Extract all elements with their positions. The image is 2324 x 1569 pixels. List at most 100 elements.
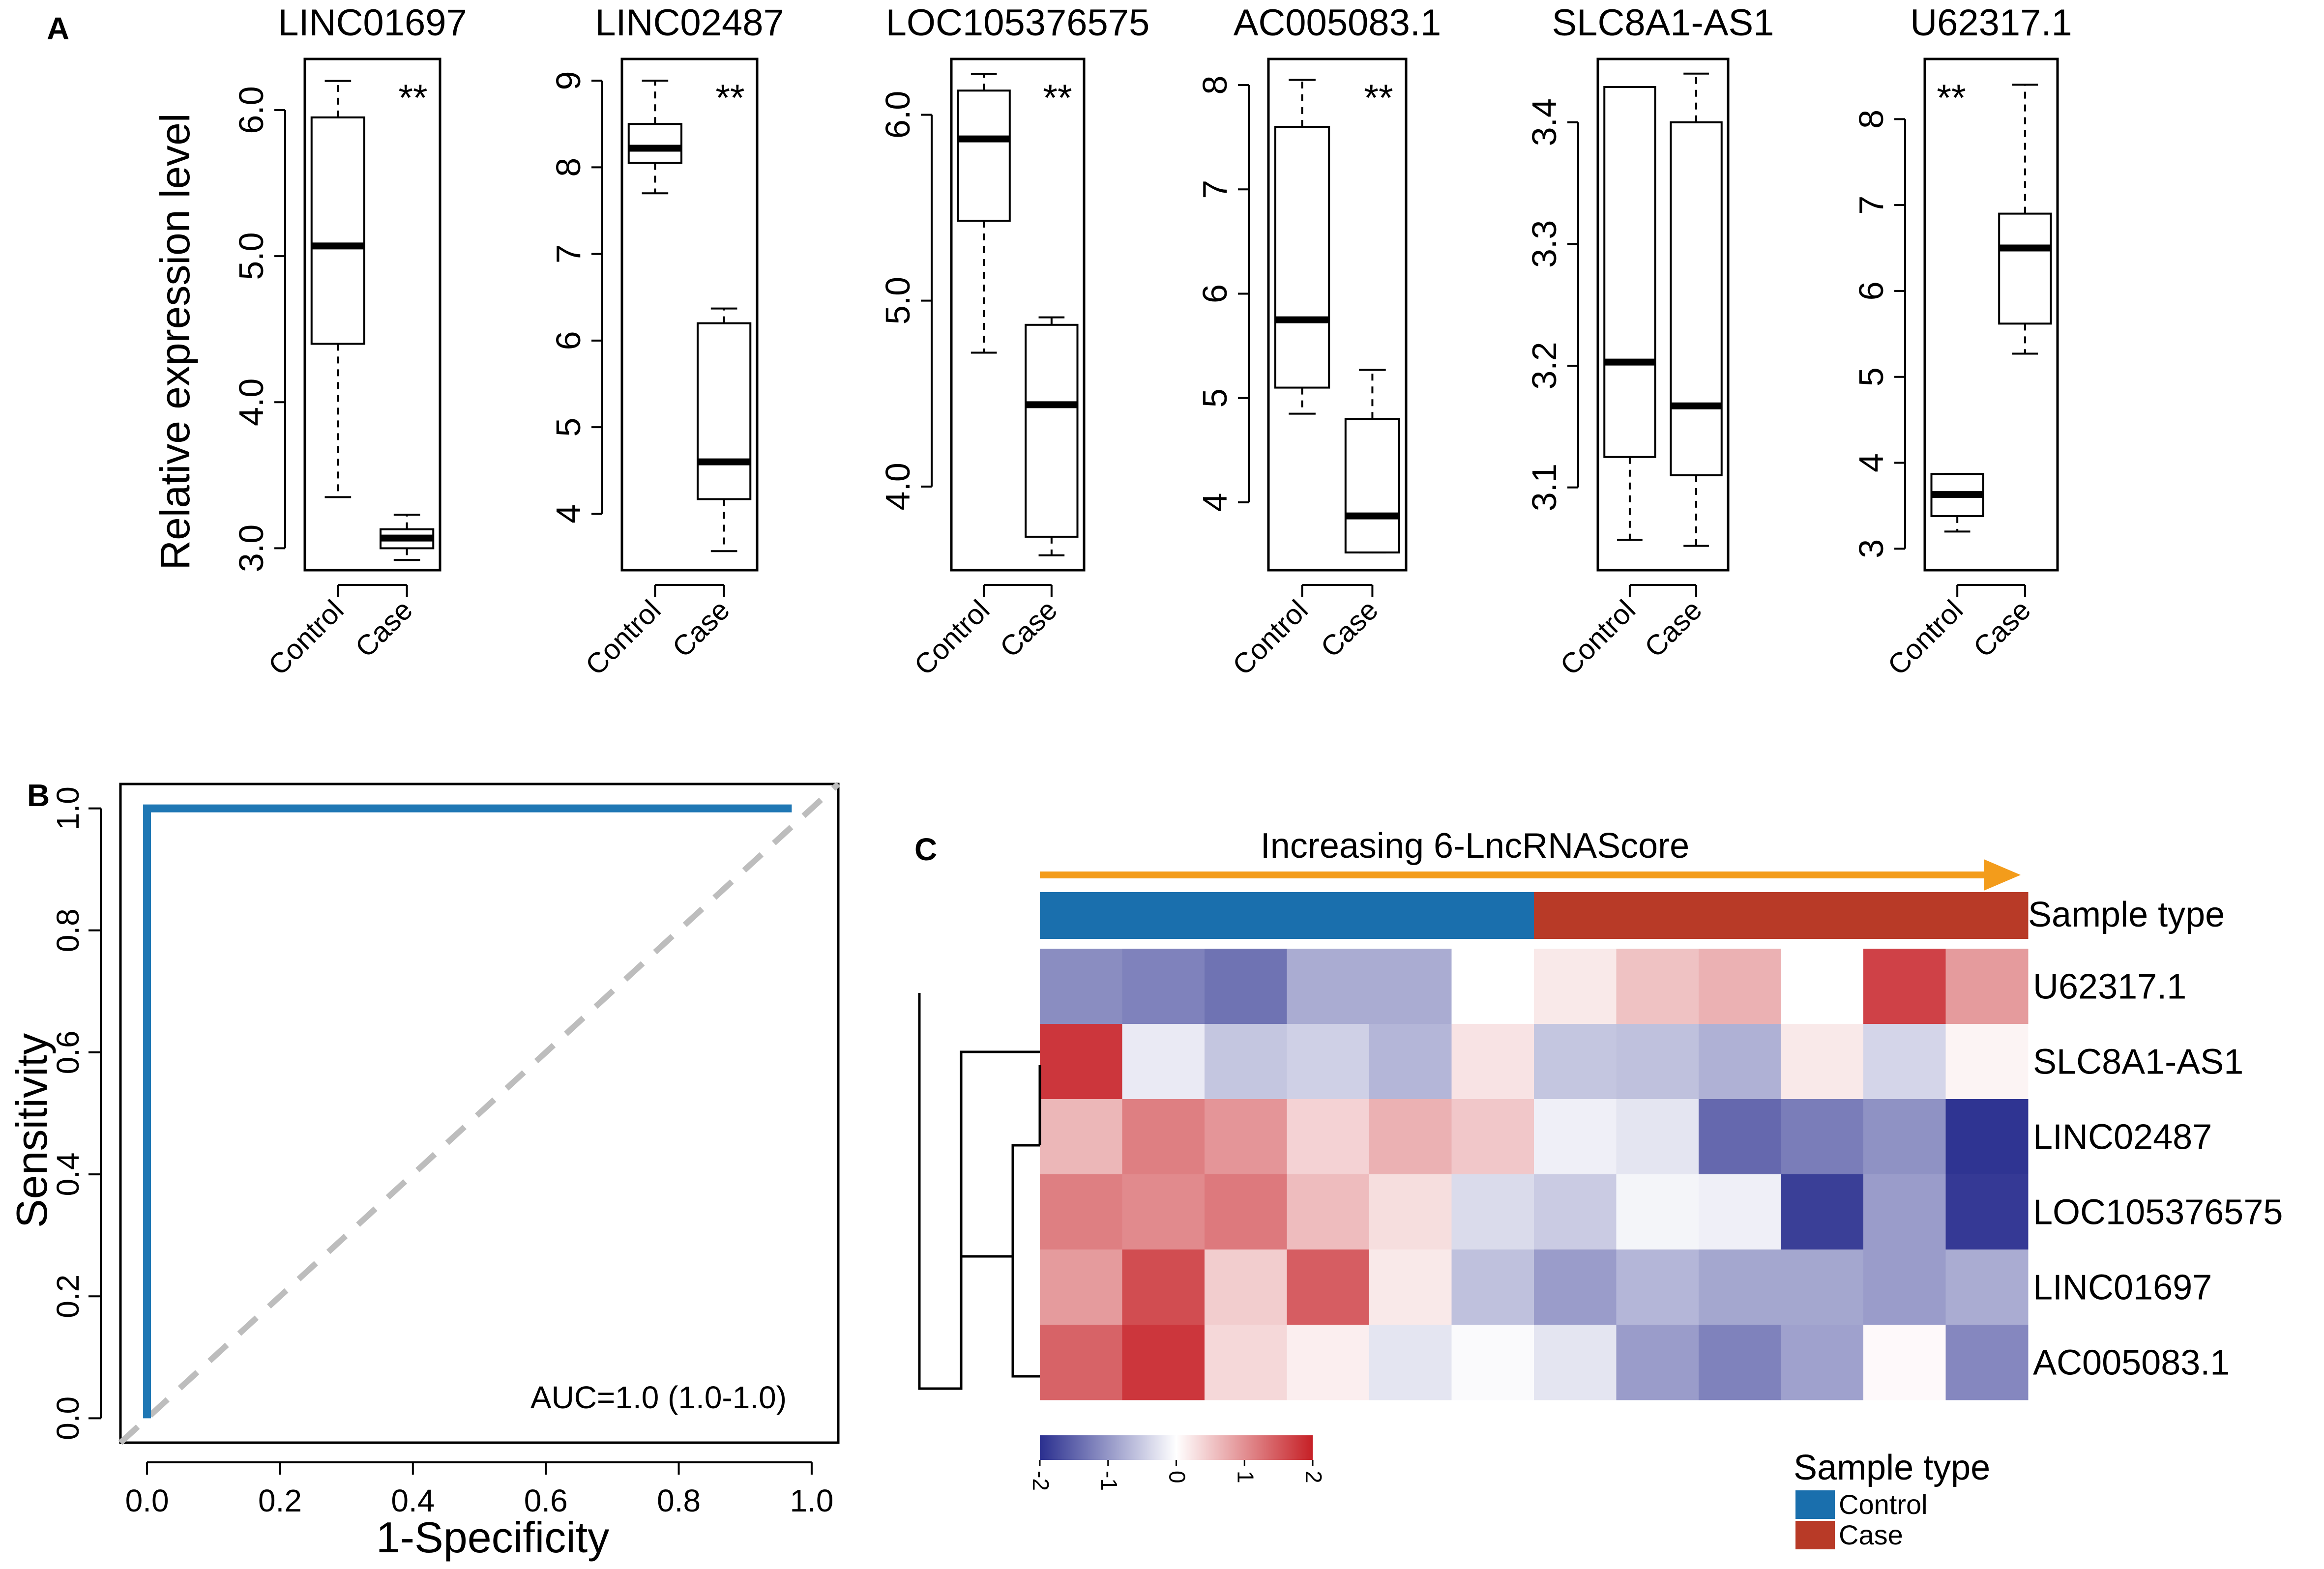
y-tick-label: 5	[1196, 388, 1234, 407]
heatmap-cell	[1451, 1249, 1534, 1325]
heatmap-cell	[1699, 1174, 1781, 1250]
heatmap-cell	[1534, 1024, 1617, 1100]
subplot-title: SLC8A1-AS1	[1552, 2, 1774, 44]
box-case	[1344, 369, 1401, 553]
heatmap-cell	[1616, 1024, 1699, 1100]
significance-marker: **	[398, 77, 427, 119]
heatmap-cell	[1945, 1099, 2029, 1175]
x-tick-label: Case	[1967, 594, 2037, 664]
heatmap-cell	[1205, 1325, 1287, 1400]
iqr-box	[1344, 418, 1401, 553]
heatmap-cell	[1781, 1024, 1864, 1100]
y-tick-label: 6.0	[232, 86, 270, 134]
heatmap-cell	[1205, 1099, 1287, 1175]
sample-type-cell-case	[1863, 892, 1946, 939]
y-tick-label: 6	[1196, 284, 1234, 303]
x-tick-label: Case	[994, 594, 1063, 664]
significance-marker: **	[1043, 77, 1072, 119]
y-tick-label: 8	[1196, 76, 1234, 95]
y-tick-label: 8	[549, 158, 588, 177]
heatmap-cell	[1287, 949, 1370, 1024]
heatmap-cell	[1122, 1249, 1205, 1325]
heatmap-cell	[1451, 949, 1534, 1024]
roc-curve	[143, 804, 792, 1419]
y-tick-label: 9	[549, 71, 588, 90]
iqr-box	[627, 123, 682, 164]
box-control	[627, 80, 682, 195]
x-tick-label: Control	[1227, 594, 1314, 681]
heatmap-cell	[1534, 1249, 1617, 1325]
heatmap-cell	[1040, 1099, 1122, 1175]
y-tick-label: 4	[1852, 453, 1890, 472]
plot-frame	[1596, 58, 1730, 572]
iqr-box	[310, 116, 365, 345]
iqr-box	[1274, 125, 1330, 389]
roc-y-tick-label: 0.2	[50, 1275, 86, 1318]
colorbar-tick-label: -2	[1028, 1471, 1054, 1491]
panel-a-boxplots: Relative expression level LINC01697 3.0 4.…	[152, 2, 2072, 681]
heatmap-cell	[1781, 1099, 1864, 1175]
heatmap-cell	[1945, 949, 2029, 1024]
roc-y-tick-label: 0.0	[50, 1396, 86, 1440]
heatmap-cell	[1369, 1249, 1452, 1325]
heatmap-cell	[1945, 1024, 2029, 1100]
sample-type-cell-case	[1945, 892, 2029, 939]
row-label: U62317.1	[2033, 967, 2186, 1007]
y-tick-label: 6.0	[879, 91, 917, 139]
heatmap-cell	[1863, 1099, 1946, 1175]
colorbar-gradient	[1040, 1435, 1313, 1460]
heatmap-cell	[1863, 1325, 1946, 1400]
colorbar-tick-label: 2	[1301, 1471, 1326, 1483]
y-tick-label: 5.0	[232, 232, 270, 280]
colorbar-tick-label: 0	[1165, 1471, 1190, 1483]
plot-frame	[620, 58, 759, 572]
legend-swatch-case	[1795, 1521, 1835, 1549]
row-label: LOC105376575	[2033, 1193, 2283, 1232]
heatmap-cell	[1287, 1325, 1370, 1400]
heatmap-cell	[1699, 1099, 1781, 1175]
iqr-box	[1025, 323, 1079, 538]
box-case	[1025, 316, 1079, 556]
heatmap-cell	[1781, 1325, 1864, 1400]
heatmap-cell	[1287, 1024, 1370, 1100]
roc-x-tick-label: 0.0	[125, 1483, 169, 1518]
heatmap-cell	[1451, 1325, 1534, 1400]
heatmap-cell	[1205, 1249, 1287, 1325]
y-tick-label: 3.3	[1525, 220, 1563, 268]
heatmap-cell	[1040, 1024, 1122, 1100]
x-tick-label: Control	[1882, 594, 1969, 681]
heatmap-cell	[1534, 1325, 1617, 1400]
panel-letter-c: C	[914, 832, 937, 867]
sample-type-cell-control	[1451, 892, 1534, 939]
heatmap-cell	[1534, 1174, 1617, 1250]
y-tick-label: 4.0	[879, 463, 917, 510]
plot-frame	[1267, 58, 1408, 572]
y-tick-label: 7	[1852, 196, 1890, 215]
heatmap-cell	[1699, 949, 1781, 1024]
heatmap-cell	[1945, 1249, 2029, 1325]
sample-type-cell-control	[1205, 892, 1287, 939]
heatmap-cell	[1287, 1249, 1370, 1325]
auc-annotation: AUC=1.0 (1.0-1.0)	[530, 1380, 787, 1415]
sample-type-cell-control	[1287, 892, 1370, 939]
legend-label-control: Control	[1839, 1489, 1928, 1520]
legend-label-case: Case	[1839, 1519, 1903, 1550]
iqr-box	[957, 89, 1011, 222]
sample-type-cell-case	[1534, 892, 1617, 939]
heatmap-cell	[1040, 1174, 1122, 1250]
heatmap-cell	[1616, 949, 1699, 1024]
box-control	[1603, 86, 1656, 541]
heatmap-cell	[1369, 1174, 1452, 1250]
panel-c-heatmap: Increasing 6-LncRNAScore Sample type U62…	[918, 826, 2283, 1550]
roc-xlabel: 1-Specificity	[376, 1513, 609, 1562]
iqr-box	[1603, 86, 1656, 458]
y-tick-label: 5	[549, 418, 588, 437]
heatmap-cell	[1122, 949, 1205, 1024]
plot-frame	[1923, 58, 2059, 572]
iqr-box	[1998, 212, 2052, 325]
heatmap-cell	[1616, 1249, 1699, 1325]
